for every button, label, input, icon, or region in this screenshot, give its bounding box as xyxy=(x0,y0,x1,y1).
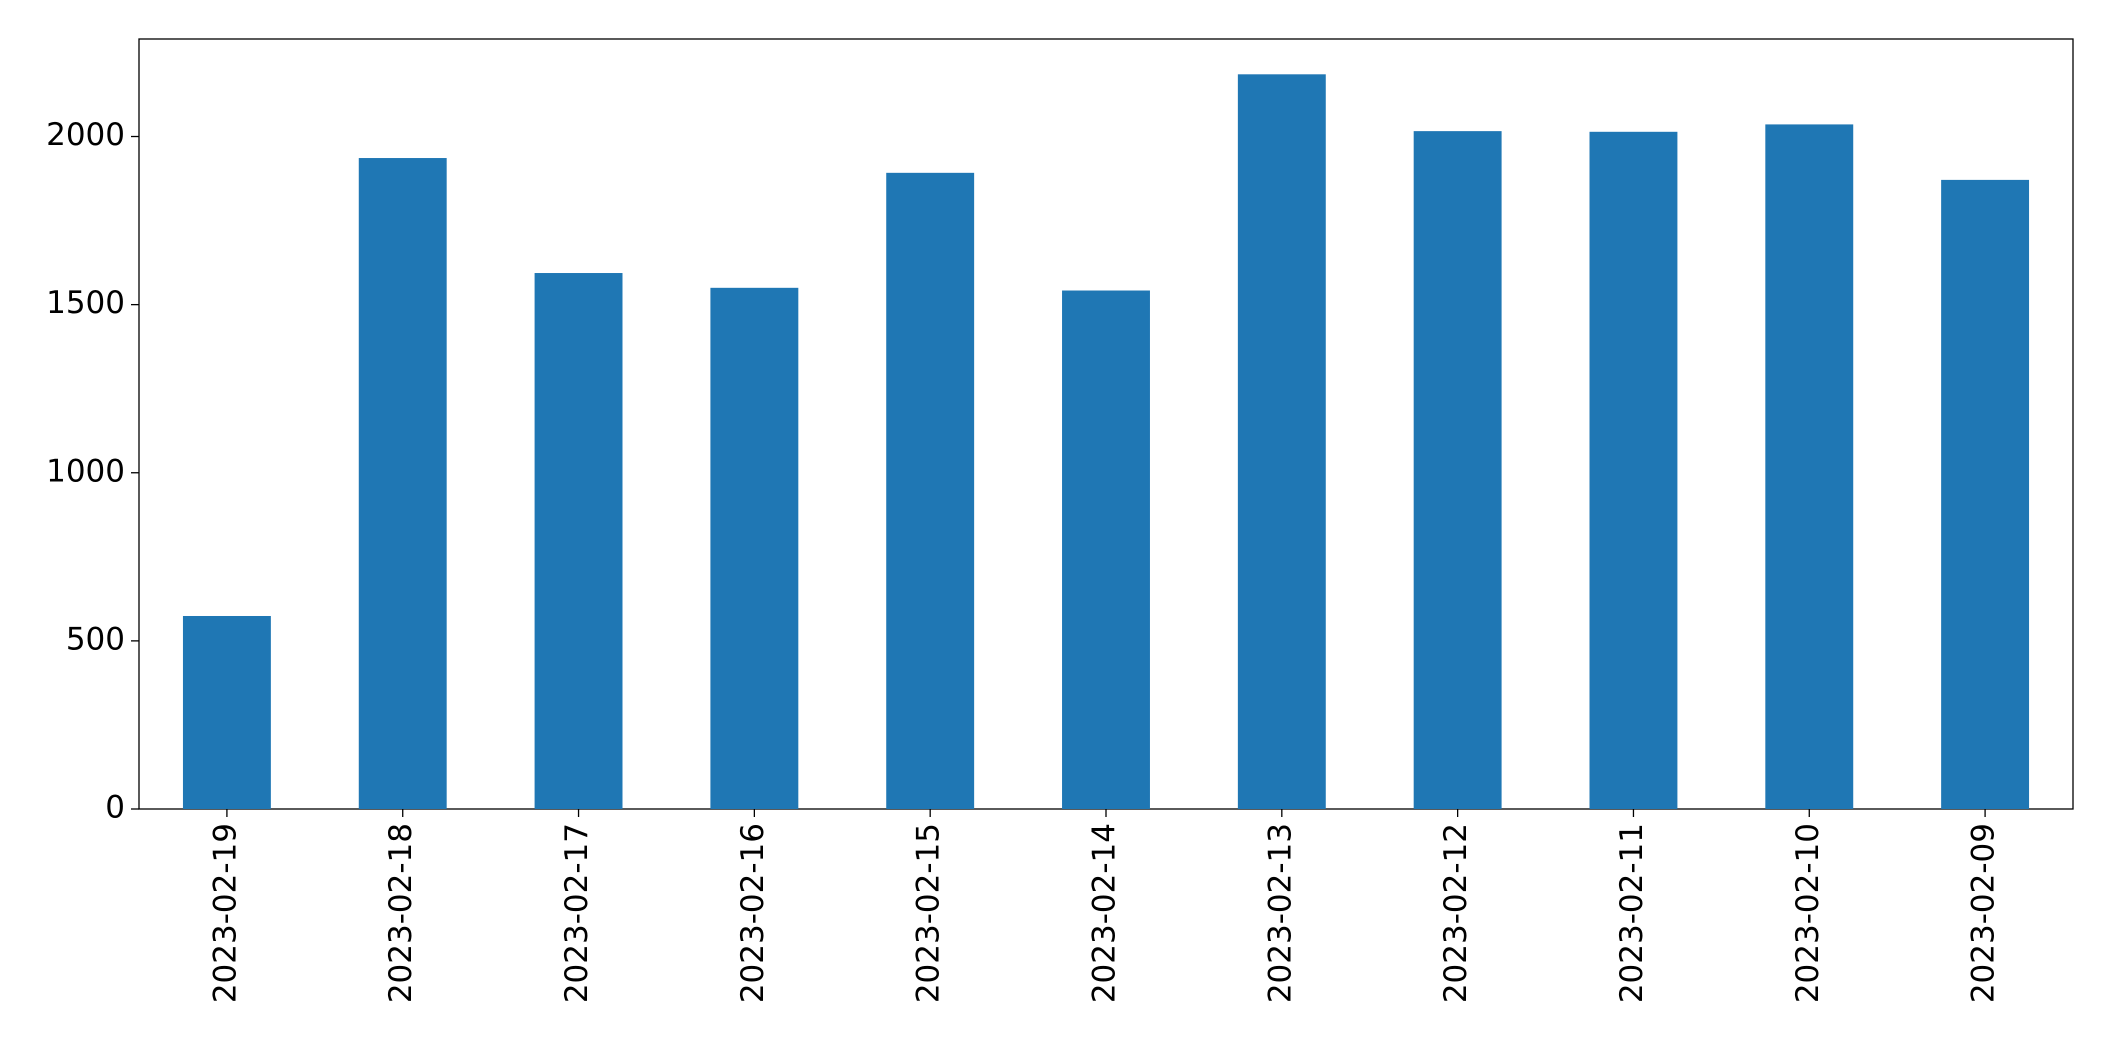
x-tick-label: 2023-02-11 xyxy=(1614,823,1650,1003)
bar xyxy=(1765,124,1854,809)
bar xyxy=(358,158,447,809)
y-tick-label: 500 xyxy=(66,621,125,657)
x-tick-label: 2023-02-10 xyxy=(1790,823,1826,1003)
bar xyxy=(886,172,975,810)
bar xyxy=(1237,74,1326,810)
y-tick-label: 1000 xyxy=(46,453,125,489)
y-tick-label: 0 xyxy=(105,790,125,826)
bar xyxy=(1062,290,1150,809)
x-tick-label: 2023-02-09 xyxy=(1966,823,2002,1003)
bar xyxy=(182,615,271,809)
bar xyxy=(534,273,623,809)
x-tick-label: 2023-02-17 xyxy=(559,823,595,1003)
x-tick-label: 2023-02-12 xyxy=(1438,823,1474,1003)
x-tick-label: 2023-02-13 xyxy=(1262,823,1298,1003)
y-tick-label: 2000 xyxy=(46,117,125,153)
x-tick-label: 2023-02-18 xyxy=(383,823,419,1003)
x-tick-label: 2023-02-15 xyxy=(911,823,947,1003)
x-tick-label: 2023-02-19 xyxy=(207,823,243,1003)
bar xyxy=(1589,131,1678,810)
y-tick-label: 1500 xyxy=(46,285,125,321)
x-tick-label: 2023-02-16 xyxy=(735,823,771,1003)
bar xyxy=(710,287,799,810)
bar xyxy=(1413,131,1502,810)
x-tick-label: 2023-02-14 xyxy=(1087,823,1123,1003)
bar xyxy=(1941,179,2030,809)
